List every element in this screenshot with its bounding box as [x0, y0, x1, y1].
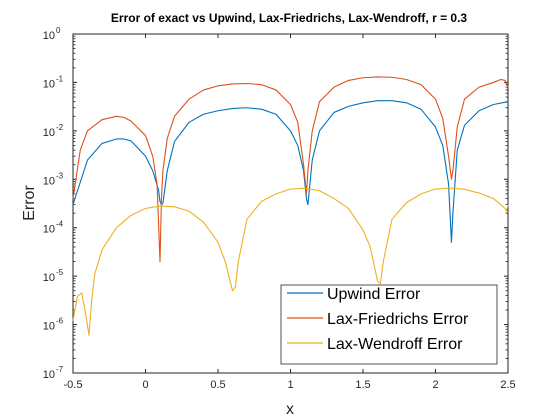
legend: Upwind Error Lax-Friedrichs Error Lax-Wend… — [280, 284, 498, 365]
chart-title: Error of exact vs Upwind, Lax-Friedrichs… — [111, 11, 468, 25]
x-tick-label: 1 — [287, 379, 293, 391]
y-axis-label: Error — [21, 185, 38, 221]
y-tick-label: 10 — [43, 175, 55, 187]
legend-label-2: Lax-Friedrichs Error — [327, 311, 469, 328]
y-tick-exponent: -7 — [56, 365, 64, 374]
y-tick-label: 10 — [43, 30, 55, 42]
x-tick-label: 2.5 — [500, 379, 515, 391]
x-tick-label: -0.5 — [64, 379, 83, 391]
y-tick-label: 10 — [43, 127, 55, 139]
y-tick-label: 10 — [43, 369, 55, 381]
x-tick-label: 0 — [142, 379, 148, 391]
y-tick-label: 10 — [43, 272, 55, 284]
tick-group: -0.5 0 0.5 1 1.5 2 2.510-710-610-510-410-310-2… — [43, 26, 516, 391]
legend-label-3: Lax-Wendroff Error — [327, 336, 463, 353]
x-tick-label: 1.5 — [355, 379, 370, 391]
y-tick-exponent: -4 — [56, 220, 64, 229]
y-tick-exponent: 0 — [56, 26, 61, 35]
y-tick-exponent: -5 — [56, 268, 64, 277]
y-tick-exponent: -1 — [56, 74, 64, 83]
series-group — [72, 76, 509, 336]
y-tick-label: 10 — [43, 78, 55, 90]
series-line-2 — [72, 76, 509, 263]
x-tick-label: 2 — [432, 379, 438, 391]
y-tick-label: 10 — [43, 321, 55, 333]
x-tick-label: 0.5 — [210, 379, 225, 391]
series-line-1 — [72, 100, 509, 243]
series-line-3 — [72, 187, 509, 336]
y-tick-exponent: -3 — [56, 171, 64, 180]
legend-label-1: Upwind Error — [327, 286, 421, 303]
y-tick-exponent: -6 — [56, 317, 64, 326]
x-axis-label: x — [286, 401, 294, 418]
y-tick-label: 10 — [43, 224, 55, 236]
legend-box — [280, 284, 498, 365]
y-tick-exponent: -2 — [56, 123, 64, 132]
